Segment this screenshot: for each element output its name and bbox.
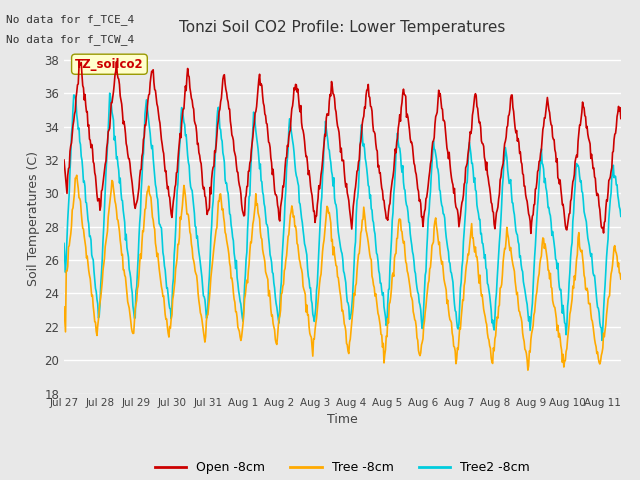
Y-axis label: Soil Temperatures (C): Soil Temperatures (C)	[27, 151, 40, 286]
Text: TZ_soilco2: TZ_soilco2	[75, 58, 144, 71]
Legend: Open -8cm, Tree -8cm, Tree2 -8cm: Open -8cm, Tree -8cm, Tree2 -8cm	[150, 456, 534, 479]
Text: No data for f_TCE_4: No data for f_TCE_4	[6, 14, 134, 25]
Text: No data for f_TCW_4: No data for f_TCW_4	[6, 34, 134, 45]
Title: Tonzi Soil CO2 Profile: Lower Temperatures: Tonzi Soil CO2 Profile: Lower Temperatur…	[179, 20, 506, 35]
X-axis label: Time: Time	[327, 413, 358, 426]
